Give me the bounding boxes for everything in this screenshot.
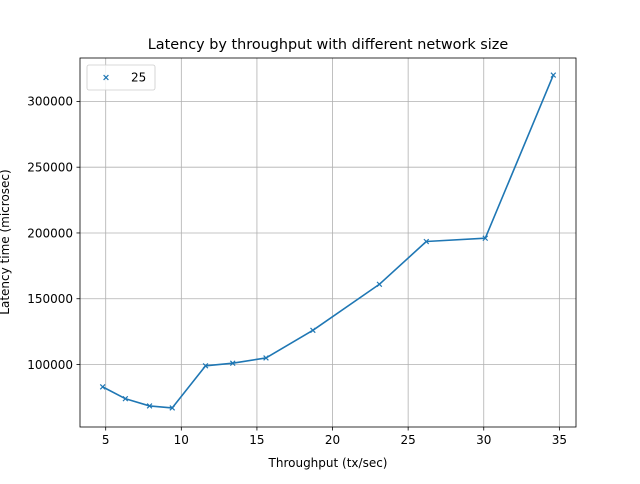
x-tick-label: 5: [102, 433, 110, 447]
x-tick-label: 25: [401, 433, 416, 447]
data-point-marker: [423, 238, 430, 245]
data-point-marker: [376, 281, 383, 288]
y-tick-label: 250000: [27, 160, 73, 174]
chart-title: Latency by throughput with different net…: [148, 37, 509, 53]
y-tick-label: 100000: [27, 358, 73, 372]
y-tick-label: 200000: [27, 226, 73, 240]
legend-marker-x: [103, 74, 109, 81]
marker-stroke: [122, 395, 129, 402]
grid-lines: [80, 58, 576, 427]
y-axis-label: Latency time (microsec): [0, 169, 12, 314]
x-tick-label: 20: [325, 433, 340, 447]
data-point-marker: [169, 405, 176, 411]
x-tick-label: 30: [476, 433, 491, 447]
y-tick-label: 300000: [27, 95, 73, 109]
marker-stroke: [99, 384, 106, 390]
legend-marker-stroke: [103, 74, 109, 81]
x-tick-label: 15: [249, 433, 264, 447]
series-line: [102, 74, 555, 409]
legend-label: 25: [131, 71, 146, 85]
marker-stroke: [146, 403, 153, 409]
x-tick-label: 10: [174, 433, 189, 447]
marker-stroke: [550, 72, 557, 78]
x-axis-ticks: 5 10 15 20 25 30 35: [102, 427, 567, 447]
series-group: [99, 72, 557, 411]
marker-stroke: [229, 360, 236, 367]
y-axis-ticks: 100000 150000 200000 250000 300000: [27, 95, 80, 372]
data-point-marker: [482, 235, 489, 242]
marker-stroke: [169, 405, 176, 411]
data-point-marker: [146, 403, 153, 409]
marker-stroke: [310, 327, 316, 334]
marker-stroke: [376, 281, 383, 288]
data-point-marker: [550, 72, 557, 78]
data-point-marker: [310, 327, 316, 334]
marker-stroke: [263, 355, 269, 361]
legend-box: [86, 64, 156, 91]
x-axis-label: Throughput (tx/sec): [268, 456, 388, 470]
marker-stroke: [423, 238, 430, 245]
data-point-marker: [263, 355, 269, 361]
axes-frame: [79, 57, 577, 428]
data-point-marker: [122, 395, 129, 402]
marker-stroke: [202, 363, 209, 369]
legend: 25: [86, 64, 156, 91]
data-point-marker: [99, 384, 106, 390]
data-point-marker: [229, 360, 236, 367]
marker-stroke: [482, 235, 489, 242]
x-tick-label: 35: [552, 433, 567, 447]
y-tick-label: 150000: [27, 292, 73, 306]
data-point-marker: [202, 363, 209, 369]
